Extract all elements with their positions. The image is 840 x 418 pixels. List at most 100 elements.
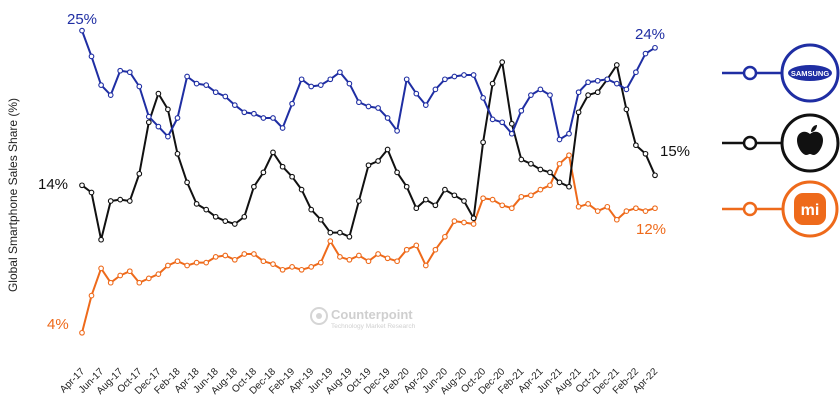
apple-series [79,59,658,243]
apple-point [642,150,649,157]
xiaomi-point [508,205,515,212]
samsung-point [547,92,553,98]
apple-point [556,179,563,186]
samsung-point [642,50,649,57]
xiaomi-point [79,329,85,336]
apple-point [193,201,200,207]
samsung-point [432,86,439,93]
apple-point [165,106,171,113]
samsung-point [365,103,372,110]
samsung-point [403,76,410,83]
samsung-point [107,92,114,98]
counterpoint-logo-icon [310,307,328,325]
xiaomi-point [451,218,458,224]
xiaomi-point [117,272,124,279]
xiaomi-point [461,219,467,226]
samsung-point [623,86,630,93]
xiaomi-point [652,205,658,212]
xiaomi-point [422,262,429,269]
apple-point [117,196,124,203]
samsung-point [117,67,124,74]
apple-point [547,169,553,176]
apple-point [537,166,544,173]
samsung-point [327,76,334,83]
xiaomi-end-label: 12% [636,221,666,238]
xiaomi-point [231,256,238,263]
apple-end-label: 15% [660,143,690,160]
samsung-point [470,72,477,78]
xiaomi-point [222,252,229,259]
apple-point [107,198,114,204]
xiaomi-point [585,201,591,207]
samsung-point [518,107,525,114]
samsung-point [652,44,658,51]
xiaomi-point [136,279,143,286]
samsung-point [193,80,200,87]
samsung-point [165,133,171,140]
apple-point [145,119,152,126]
xiaomi-point [633,205,639,212]
apple-point [413,205,420,212]
apple-point [499,59,506,65]
apple-point [633,142,639,149]
apple-point [270,149,276,156]
xiaomi-point [356,252,362,259]
samsung-point [375,105,381,111]
xiaomi-point [327,238,334,244]
apple-point [585,92,591,98]
xiaomi-start-label: 4% [47,316,69,333]
apple-point [365,162,372,169]
apple-point [298,186,305,193]
apple-point [279,163,286,170]
apple-point [384,146,391,153]
samsung-point [356,99,362,106]
xiaomi-point [413,242,420,249]
apple-point [251,183,257,190]
samsung-point [241,109,248,116]
xiaomi-point [145,275,152,282]
samsung-point [451,73,458,80]
apple-point [375,158,381,164]
samsung-point [231,102,238,108]
xiaomi-point [594,208,601,214]
samsung-point [337,69,343,76]
samsung-point [394,128,400,134]
samsung-point [126,69,133,76]
samsung-point [289,100,295,107]
y-axis-label: Global Smartphone Sales Share (%) [6,98,20,292]
samsung-point [537,86,544,93]
xiaomi-point [193,259,200,266]
xiaomi-logo-text: mi [801,202,820,219]
xiaomi-point [346,256,353,263]
apple-point [184,179,190,186]
xiaomi-point [289,264,295,270]
xiaomi-point [470,221,477,227]
samsung-point [145,113,152,120]
xiaomi-point [442,233,448,240]
apple-point [575,109,582,116]
legend-item-xiaomi: mi [722,180,839,238]
xiaomi-point [241,251,248,257]
series-layer [79,27,658,336]
xiaomi-point [88,292,95,299]
apple-point [98,236,104,243]
xiaomi-point [298,266,305,273]
samsung-point [260,115,267,121]
xiaomi-point [394,258,400,265]
apple-point [518,156,525,163]
watermark-name: Counterpoint [331,307,413,322]
samsung-point [633,69,639,76]
samsung-point [346,80,353,87]
xiaomi-point [98,265,104,272]
xiaomi-point [547,182,553,189]
apple-point [337,229,343,236]
xiaomi-point [365,258,372,265]
xiaomi-point [499,202,506,209]
xiaomi-point [489,196,496,203]
xiaomi-point [604,203,611,210]
apple-point [403,183,410,190]
xiaomi-point [613,216,620,223]
samsung-point [308,83,315,90]
xiaomi-point [107,279,114,286]
samsung-end-label: 24% [635,26,665,43]
